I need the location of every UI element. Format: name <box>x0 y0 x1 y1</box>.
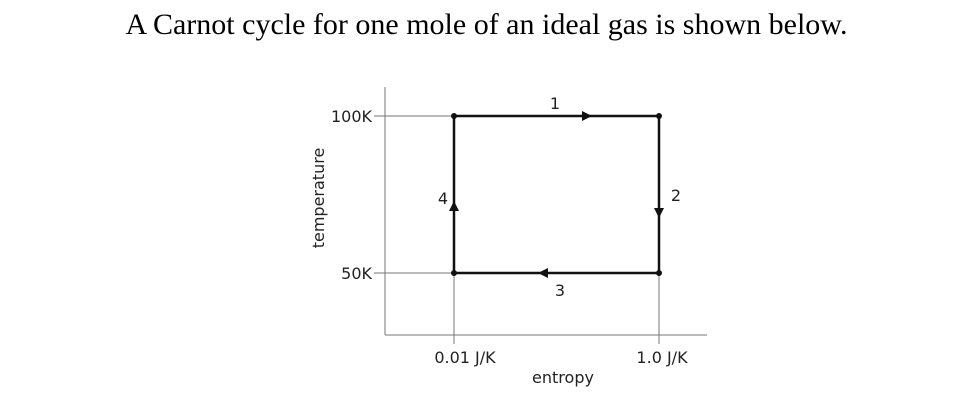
x-tick-0.01: 0.01 J/K <box>434 348 496 367</box>
state-point <box>451 270 457 276</box>
arrow-4-icon <box>449 201 459 211</box>
y-tick-100k: 100K <box>331 107 373 126</box>
process-label-3: 3 <box>555 281 565 300</box>
state-point <box>656 113 662 119</box>
question-title: A Carnot cycle for one mole of an ideal … <box>125 8 848 41</box>
process-label-1: 1 <box>550 94 560 113</box>
y-axis-label: temperature <box>309 148 328 249</box>
state-point <box>656 270 662 276</box>
x-tick-1.0: 1.0 J/K <box>636 348 688 367</box>
carnot-cycle-path <box>452 114 661 275</box>
state-point <box>451 113 457 119</box>
arrow-1-icon <box>582 111 592 121</box>
arrow-3-icon <box>538 268 548 278</box>
y-tick-50k: 50K <box>341 264 372 283</box>
process-label-2: 2 <box>671 186 681 205</box>
process-label-4: 4 <box>438 189 448 208</box>
x-axis-label: entropy <box>532 368 594 387</box>
arrow-2-icon <box>654 208 664 218</box>
